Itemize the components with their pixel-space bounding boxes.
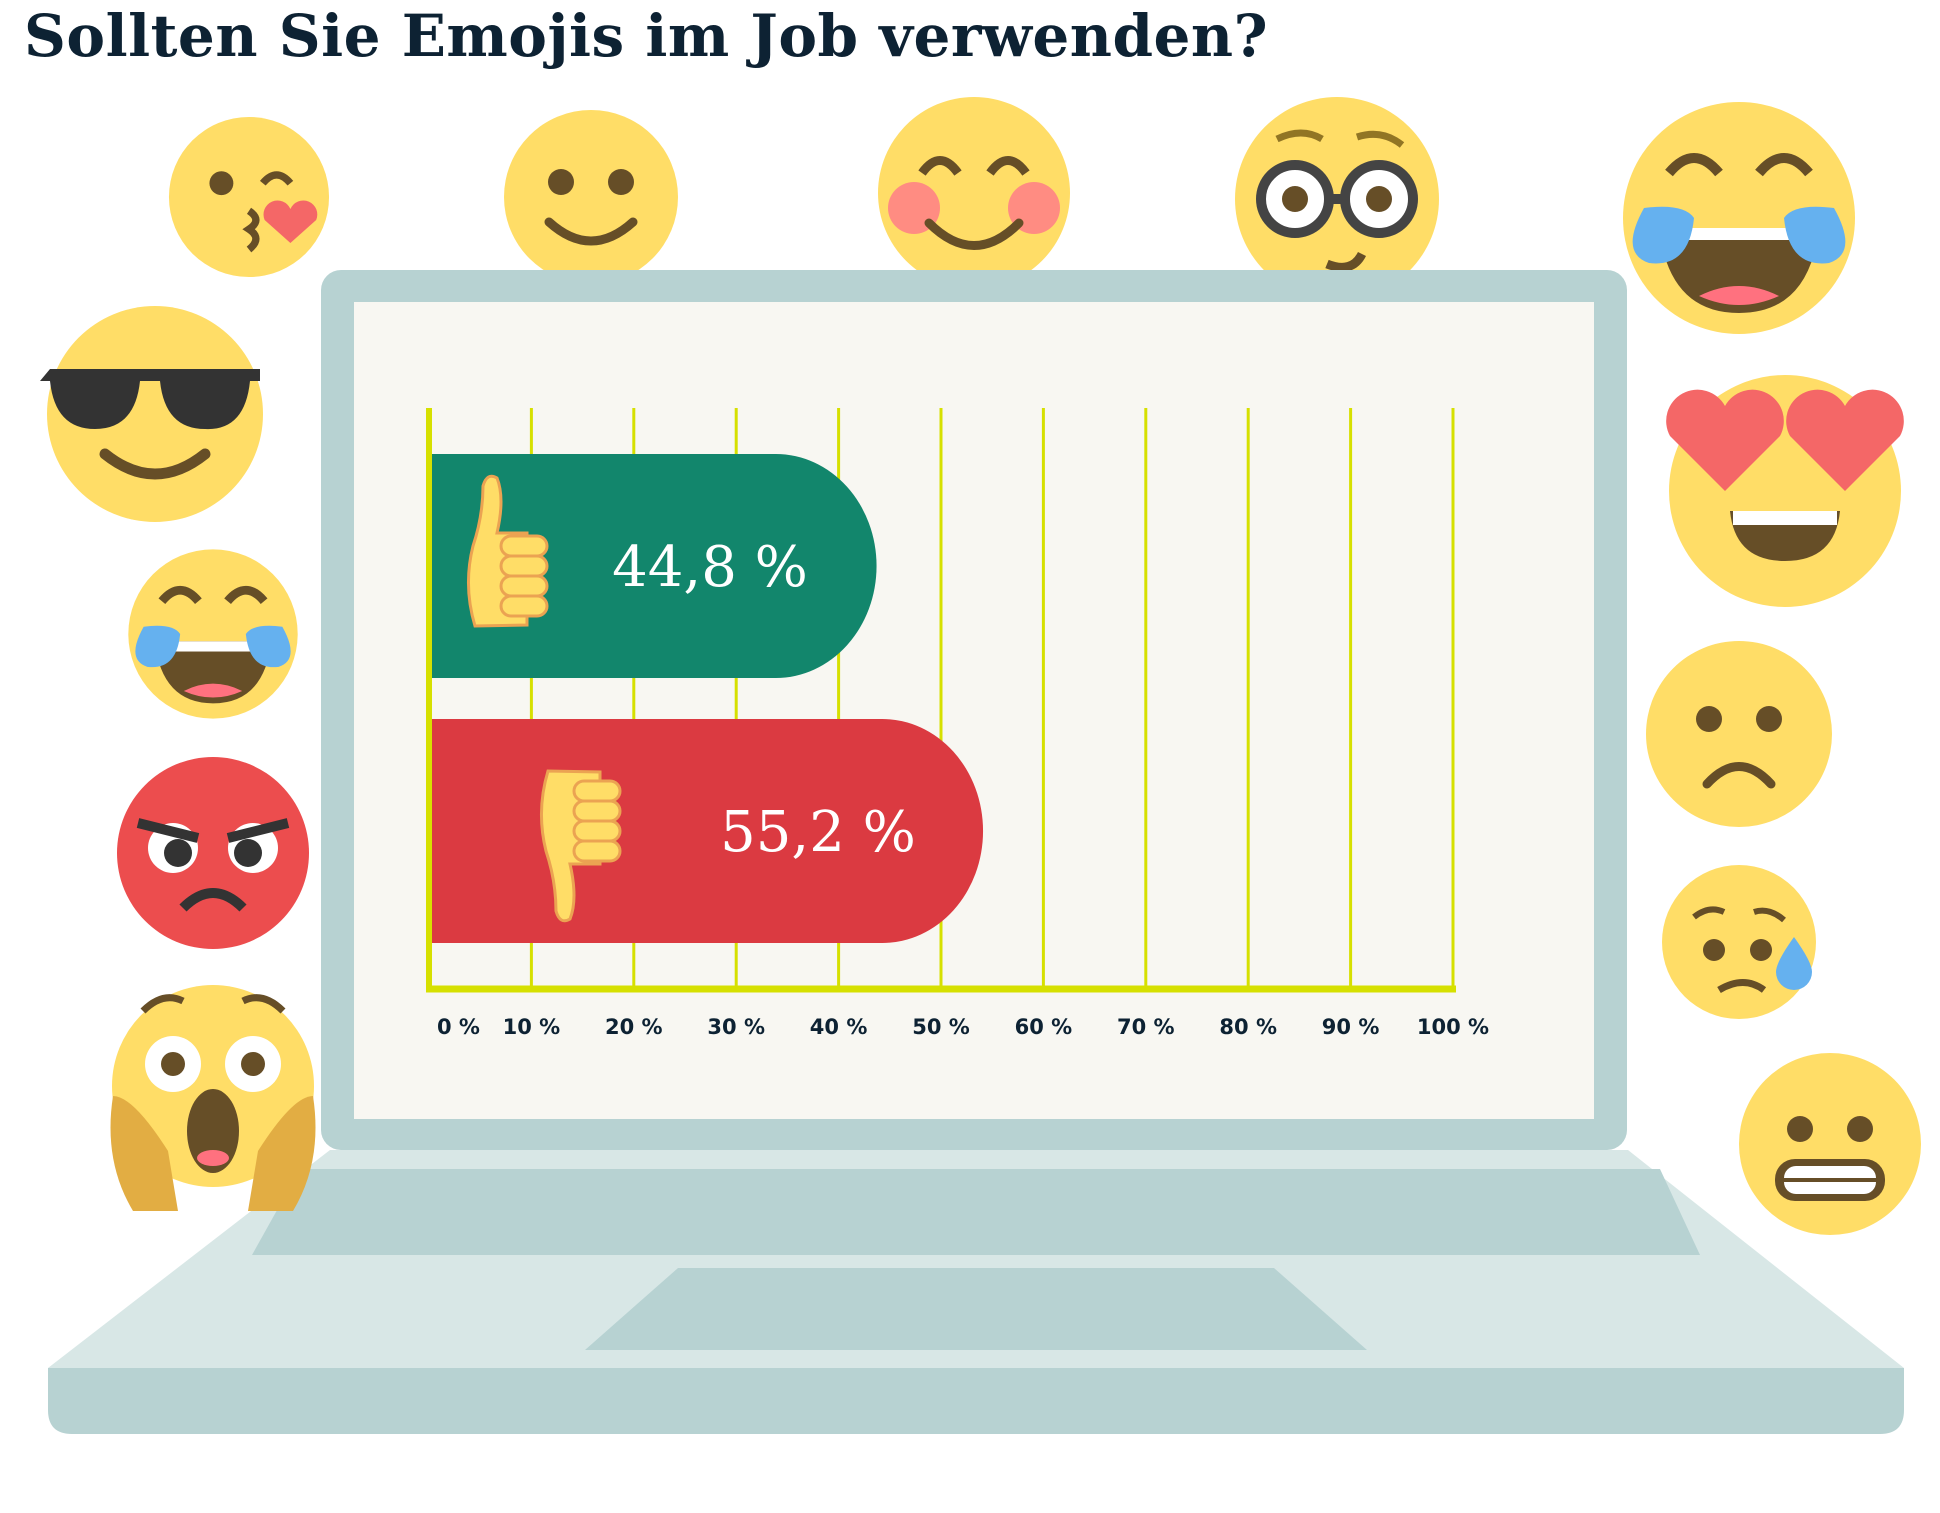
x-tick-label: 0 % — [437, 1015, 480, 1039]
kissing-heart-emoji — [168, 116, 330, 278]
scream-emoji — [110, 985, 316, 1211]
bar-value-label: 44,8 % — [612, 535, 808, 600]
trackpad — [585, 1268, 1367, 1350]
tears-of-joy-emoji — [128, 549, 298, 719]
bar-chart: 0 % 10 % 20 % 30 % 40 % 50 % 60 % 70 % 80 % 90 % 1… — [426, 408, 1489, 1039]
thumbs-up-icon — [467, 474, 549, 628]
laptop-screen — [354, 302, 1594, 1119]
grimacing-emoji — [1739, 1053, 1921, 1235]
nerd-glasses-emoji — [1235, 97, 1439, 301]
angry-emoji — [117, 757, 309, 949]
x-tick-label: 70 % — [1117, 1015, 1175, 1039]
x-tick-label: 100 % — [1417, 1015, 1489, 1039]
tears-of-joy-emoji — [1623, 102, 1855, 334]
x-tick-label: 20 % — [605, 1015, 663, 1039]
page-title: Sollten Sie Emojis im Job verwenden? — [24, 2, 1269, 70]
x-tick-label: 50 % — [912, 1015, 970, 1039]
heart-eyes-emoji — [1666, 375, 1904, 607]
x-tick-label: 30 % — [707, 1015, 765, 1039]
slightly-smiling-emoji — [504, 110, 678, 284]
laptop-front — [48, 1368, 1904, 1434]
x-tick-label: 90 % — [1322, 1015, 1380, 1039]
x-tick-label: 40 % — [810, 1015, 868, 1039]
blushing-emoji — [878, 97, 1070, 289]
frowning-emoji — [1646, 641, 1832, 827]
x-tick-label: 60 % — [1015, 1015, 1073, 1039]
keyboard — [252, 1169, 1700, 1255]
bar-value-label: 55,2 % — [720, 800, 916, 865]
x-tick-label: 10 % — [503, 1015, 561, 1039]
sweat-emoji — [1662, 865, 1816, 1019]
bar-thumbs-up — [432, 454, 877, 678]
sunglasses-emoji — [40, 306, 263, 522]
thumbs-down-icon — [540, 769, 622, 923]
x-tick-label: 80 % — [1219, 1015, 1277, 1039]
